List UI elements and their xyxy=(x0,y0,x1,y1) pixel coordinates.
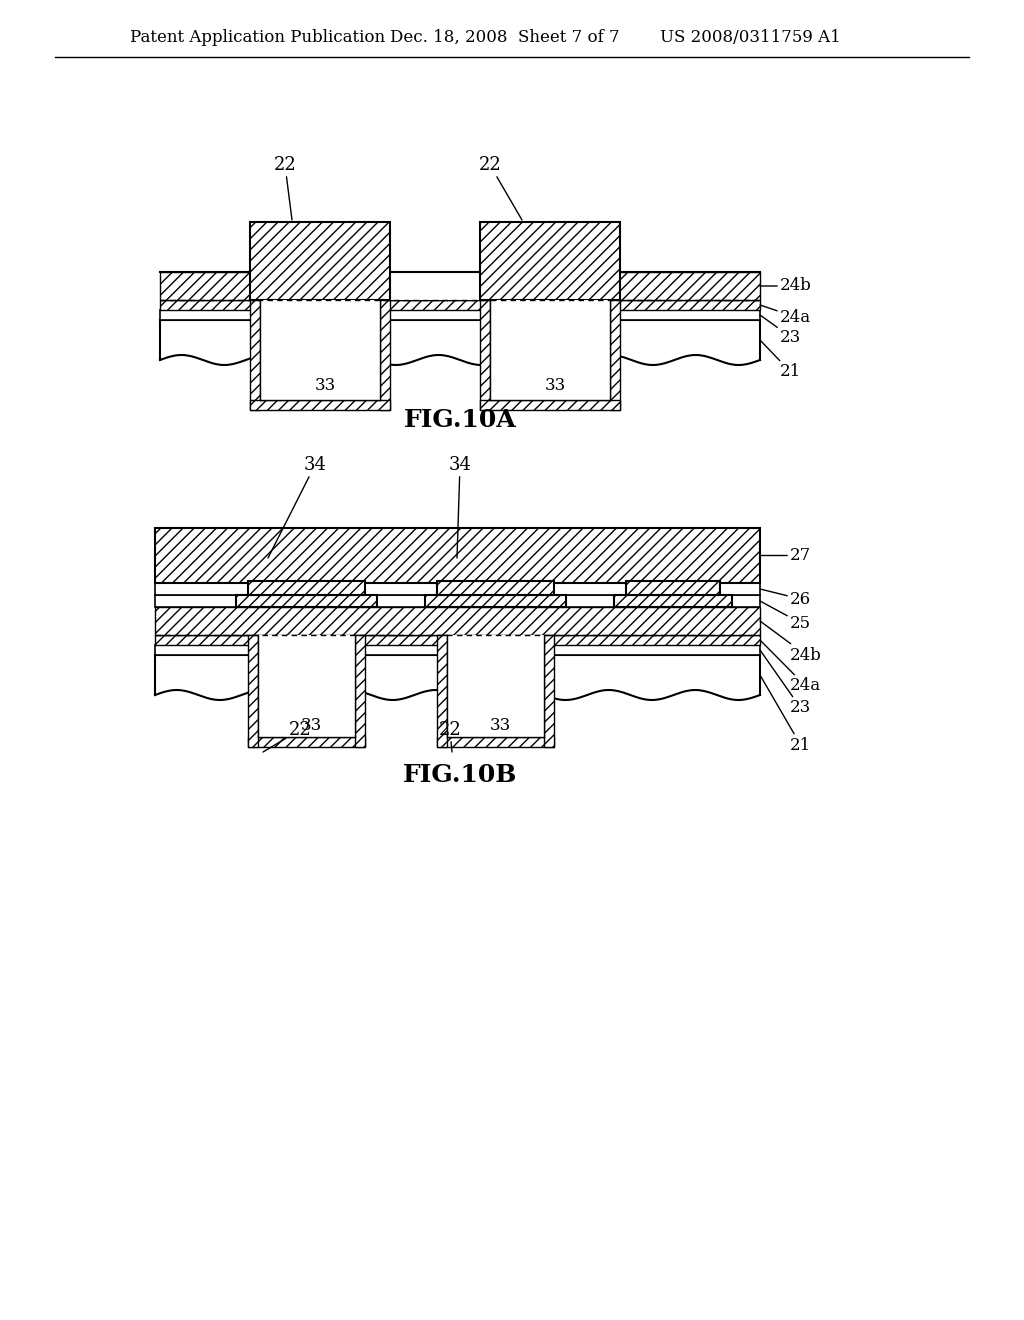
Text: 33: 33 xyxy=(314,376,336,393)
Bar xyxy=(390,272,480,300)
Bar xyxy=(480,300,490,411)
Bar xyxy=(380,300,390,411)
Bar xyxy=(610,300,620,411)
Text: FIG.10B: FIG.10B xyxy=(402,763,517,787)
Text: 33: 33 xyxy=(301,717,323,734)
Bar xyxy=(437,737,554,747)
Bar xyxy=(437,581,554,595)
Text: 33: 33 xyxy=(545,376,565,393)
Text: 33: 33 xyxy=(489,717,511,734)
Bar xyxy=(260,300,380,400)
Bar xyxy=(236,595,377,607)
Text: 27: 27 xyxy=(760,546,811,564)
Text: 21: 21 xyxy=(760,675,811,754)
Bar xyxy=(437,635,447,747)
Bar xyxy=(155,583,760,595)
Text: Dec. 18, 2008  Sheet 7 of 7: Dec. 18, 2008 Sheet 7 of 7 xyxy=(390,29,620,45)
Bar xyxy=(155,528,760,583)
Bar xyxy=(248,635,258,747)
Bar xyxy=(155,655,760,696)
Bar xyxy=(155,595,760,607)
Bar xyxy=(258,635,355,737)
Text: 24b: 24b xyxy=(760,620,822,664)
Text: 23: 23 xyxy=(760,649,811,717)
Text: 24a: 24a xyxy=(760,305,811,326)
Bar xyxy=(160,310,760,319)
Text: Patent Application Publication: Patent Application Publication xyxy=(130,29,385,45)
Bar xyxy=(250,300,260,411)
Bar xyxy=(355,635,365,747)
Bar xyxy=(250,222,390,300)
Text: 34: 34 xyxy=(268,455,327,558)
Text: 24b: 24b xyxy=(760,277,812,294)
Bar xyxy=(614,595,732,607)
Bar xyxy=(248,581,365,595)
Bar xyxy=(480,222,620,300)
Text: US 2008/0311759 A1: US 2008/0311759 A1 xyxy=(660,29,841,45)
Bar xyxy=(160,319,760,360)
Bar xyxy=(626,581,720,595)
Bar xyxy=(155,645,760,655)
Bar xyxy=(480,400,620,411)
Bar xyxy=(425,595,566,607)
Bar xyxy=(160,300,760,310)
Text: 22: 22 xyxy=(263,721,311,752)
Bar xyxy=(248,737,365,747)
Text: 22: 22 xyxy=(273,156,296,220)
Bar xyxy=(250,400,390,411)
Bar xyxy=(155,635,760,645)
Text: 26: 26 xyxy=(760,589,811,607)
Bar xyxy=(155,607,760,635)
Bar xyxy=(544,635,554,747)
Text: 25: 25 xyxy=(760,601,811,631)
Text: FIG.10A: FIG.10A xyxy=(403,408,516,432)
Bar xyxy=(490,300,610,400)
Text: 34: 34 xyxy=(449,455,471,558)
Text: 21: 21 xyxy=(760,341,801,380)
Bar xyxy=(160,272,760,300)
Bar xyxy=(447,635,544,737)
Text: 22: 22 xyxy=(438,721,462,752)
Text: 24a: 24a xyxy=(760,640,821,694)
Text: 23: 23 xyxy=(760,315,801,346)
Text: 22: 22 xyxy=(478,156,522,220)
